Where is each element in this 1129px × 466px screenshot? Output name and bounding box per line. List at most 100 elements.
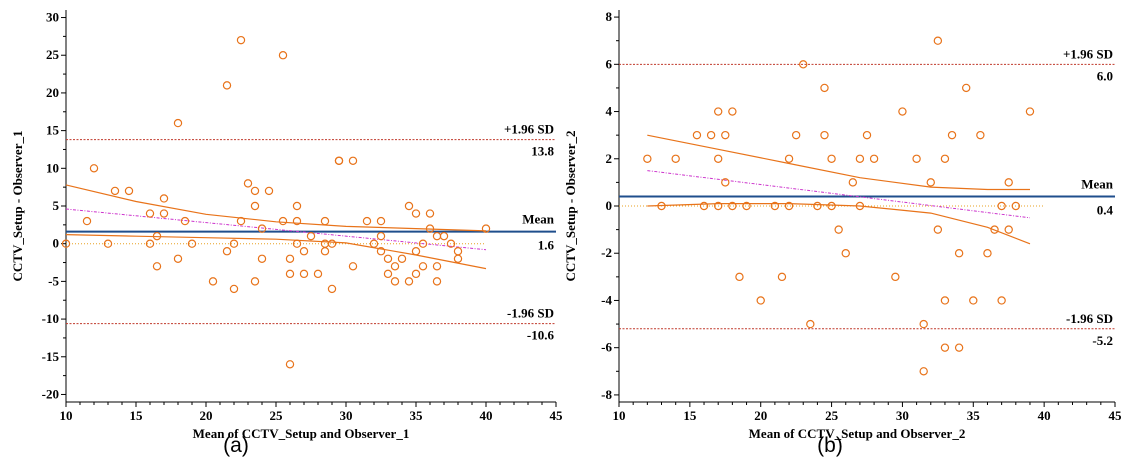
data-point	[313, 269, 323, 279]
data-point	[940, 296, 950, 305]
data-point	[418, 239, 428, 248]
x-tick-label: 20	[200, 408, 213, 423]
y-tick-label: 10	[46, 160, 59, 175]
y-tick-label: -20	[42, 386, 59, 401]
data-point	[173, 118, 183, 128]
data-point	[152, 231, 162, 241]
mean-value: 0.4	[1097, 203, 1114, 218]
data-point	[89, 164, 99, 173]
data-point	[855, 154, 865, 163]
data-point	[770, 201, 780, 211]
y-axis-label: CCTV_Setup - Observer_2	[563, 131, 578, 282]
y-tick-label: 20	[46, 85, 59, 100]
data-point	[439, 231, 449, 241]
data-point	[103, 239, 113, 248]
data-point	[390, 277, 400, 286]
data-point	[954, 343, 964, 352]
regression-line	[647, 170, 1031, 219]
data-point	[432, 231, 442, 241]
data-point	[236, 35, 246, 45]
data-point	[236, 216, 246, 226]
y-tick-label: -15	[42, 349, 60, 364]
data-point	[306, 231, 316, 241]
data-point	[721, 130, 730, 140]
data-point	[643, 154, 652, 163]
y-tick-label: -8	[601, 387, 612, 402]
lower-loa-label: -1.96 SD	[1066, 311, 1113, 326]
data-point	[926, 178, 935, 187]
data-point	[933, 36, 943, 45]
panel-label: (a)	[223, 434, 249, 457]
data-point	[699, 201, 709, 211]
data-point	[383, 269, 393, 279]
data-point	[869, 154, 879, 163]
data-point	[292, 216, 302, 226]
data-point	[152, 262, 162, 271]
data-point	[425, 209, 435, 218]
data-point	[728, 107, 737, 116]
data-point	[404, 201, 414, 211]
data-point	[320, 247, 330, 256]
x-tick-label: 40	[1038, 408, 1051, 423]
data-point	[376, 216, 386, 226]
data-point	[933, 225, 943, 234]
data-point	[1004, 225, 1013, 234]
x-tick-label: 30	[896, 408, 909, 423]
x-tick-label: 10	[613, 408, 626, 423]
data-point	[827, 201, 836, 211]
data-point	[376, 247, 386, 256]
panel-label: (b)	[817, 434, 843, 457]
ci-upper-curve	[65, 184, 487, 232]
lower-loa-label: -1.96 SD	[507, 306, 554, 321]
data-point	[82, 216, 92, 226]
data-point	[229, 239, 239, 248]
data-point	[692, 130, 702, 140]
data-point	[292, 239, 302, 248]
x-tick-label: 25	[825, 408, 839, 423]
y-tick-label: 15	[46, 123, 60, 138]
data-point	[940, 154, 950, 163]
data-point	[983, 249, 992, 258]
data-point	[1011, 201, 1021, 211]
data-point	[411, 247, 421, 256]
x-tick-label: 45	[1109, 408, 1123, 423]
data-point	[383, 254, 393, 263]
upper-loa-label: +1.96 SD	[504, 122, 554, 137]
y-axis-label: CCTV_Setup - Observer_1	[10, 131, 25, 282]
data-point	[714, 154, 723, 163]
data-point	[327, 284, 337, 294]
y-tick-label: 4	[606, 104, 613, 119]
data-point	[891, 272, 900, 282]
mean-label: Mean	[522, 212, 555, 227]
data-point	[397, 254, 407, 263]
data-point	[453, 247, 463, 256]
data-point	[425, 224, 435, 233]
data-point	[777, 272, 787, 282]
data-point	[657, 201, 666, 211]
data-point	[714, 201, 723, 211]
y-tick-label: 0	[606, 198, 613, 213]
data-point	[145, 209, 155, 218]
x-tick-label: 40	[480, 408, 493, 423]
x-tick-label: 25	[270, 408, 284, 423]
data-point	[159, 209, 169, 218]
data-point	[912, 154, 921, 163]
data-point	[299, 269, 309, 279]
data-point	[841, 249, 850, 258]
x-tick-label: 30	[340, 408, 353, 423]
data-point	[791, 130, 801, 140]
data-point	[180, 216, 190, 226]
data-point	[285, 269, 295, 279]
data-point	[1004, 178, 1013, 187]
data-point	[969, 296, 978, 305]
data-point	[446, 239, 456, 248]
data-point	[706, 130, 716, 140]
mean-label: Mean	[1081, 177, 1114, 192]
data-point	[997, 201, 1006, 211]
data-point	[756, 296, 765, 305]
data-point	[285, 360, 295, 369]
ci-lower-curve	[647, 203, 1031, 245]
data-point	[348, 156, 358, 165]
data-point	[390, 262, 400, 271]
